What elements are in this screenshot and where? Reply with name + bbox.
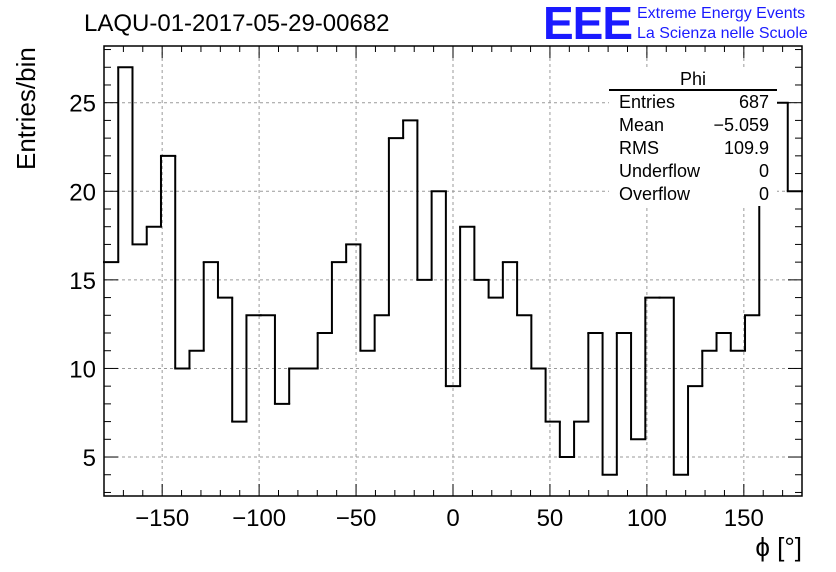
x-tick-label: 150: [724, 505, 764, 532]
stats-value: 687: [738, 92, 769, 112]
x-tick-label: −100: [232, 505, 286, 532]
stats-value: 109.9: [723, 138, 769, 158]
stats-title: Phi: [609, 70, 777, 91]
y-tick-label: 5: [83, 445, 96, 472]
stats-label: Underflow: [619, 161, 701, 181]
stats-row: Entries 687: [609, 91, 777, 114]
logo-subtitle-line1: Extreme Energy Events: [637, 5, 806, 22]
x-tick-label: −150: [135, 505, 189, 532]
y-tick-label: 10: [69, 356, 96, 383]
stats-row: RMS 109.9: [609, 137, 777, 160]
x-tick-label: −50: [336, 505, 377, 532]
stats-row: Underflow 0: [609, 160, 777, 183]
stats-row: Overflow 0: [609, 183, 777, 206]
eee-logo: EEE: [543, 0, 633, 49]
histogram-series: [103, 66, 803, 476]
logo-subtitle-line2: La Scienza nelle Scuole: [637, 25, 808, 42]
stats-row: Mean −5.059: [609, 114, 777, 137]
stats-box: Phi Entries 687 Mean −5.059 RMS 109.9 Un…: [609, 70, 777, 206]
y-tick-label: 20: [69, 179, 96, 206]
stats-label: Overflow: [619, 184, 691, 204]
axis-ticks: [103, 46, 803, 496]
stats-label: Mean: [619, 115, 665, 135]
y-axis-label: Entries/bin: [11, 47, 41, 170]
axis-tick-labels: −150 −100 −50 0 50 100 150 5 10 15 20 25: [69, 91, 764, 532]
stats-value: 0: [758, 161, 769, 181]
x-axis-label: ϕ [°]: [755, 532, 802, 562]
x-tick-label: 100: [627, 505, 667, 532]
stats-value: −5.059: [713, 115, 769, 135]
y-tick-label: 15: [69, 268, 96, 295]
x-tick-label: 0: [446, 505, 459, 532]
stats-label: Entries: [619, 92, 676, 112]
x-tick-label: 50: [537, 505, 564, 532]
stats-label: RMS: [619, 138, 659, 158]
chart-title: LAQU-01-2017-05-29-00682: [84, 10, 390, 37]
y-tick-label: 25: [69, 91, 96, 118]
stats-value: 0: [758, 184, 769, 204]
